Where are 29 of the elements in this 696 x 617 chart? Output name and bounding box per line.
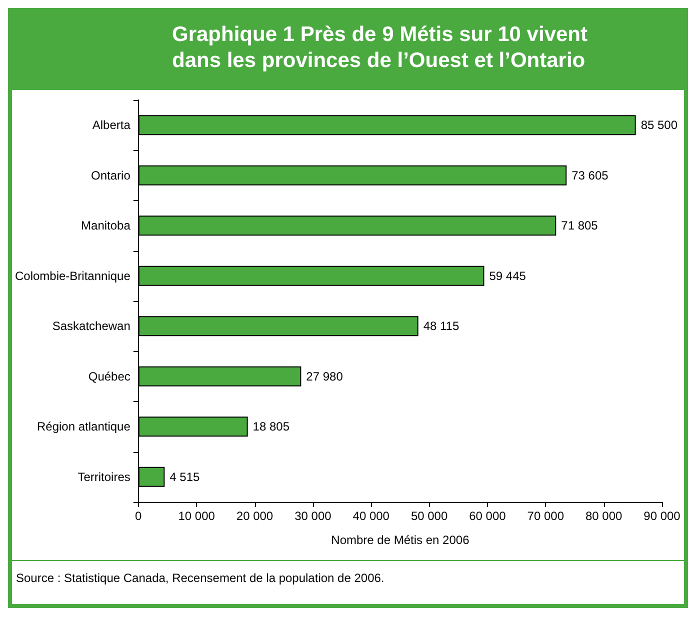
data-label: 85 500	[640, 118, 678, 132]
y-tick-label: Région atlantique	[36, 420, 131, 434]
y-tick-label: Territoires	[78, 470, 130, 484]
x-tick-label: 70 000	[527, 509, 564, 523]
x-tick-label: 0	[135, 509, 142, 523]
source-note: Source : Statistique Canada, Recensement de la population de 2006.	[16, 571, 386, 585]
data-label: 48 115	[423, 319, 460, 334]
data-label: 71 805	[561, 218, 598, 233]
x-tick-label: 10 000	[178, 509, 216, 523]
x-tick-label: 30 000	[294, 509, 332, 523]
y-tick-label: Québec	[88, 369, 130, 384]
data-label: 4 515	[170, 470, 200, 484]
x-tick-label: 60 000	[469, 509, 506, 523]
x-tick-label: 40 000	[352, 509, 390, 523]
data-label: 18 805	[252, 420, 290, 434]
x-tick-label: 50 000	[410, 509, 448, 523]
x-axis-title: Nombre de Métis en 2006	[331, 533, 470, 547]
y-tick-label: Alberta	[92, 118, 131, 132]
y-tick-label: Colombie-Britannique	[14, 268, 131, 283]
x-tick-label: 80 000	[585, 509, 622, 523]
chart-title: Graphique 1 Près de 9 Métis sur 10 vivent dans les provinces de l’Ouest et l’Ontario	[172, 22, 588, 74]
y-tick-label: Ontario	[91, 168, 131, 182]
x-tick-label: 90 000	[644, 509, 681, 523]
y-tick-label: Manitoba	[81, 218, 131, 233]
data-label: 27 980	[306, 369, 344, 384]
data-label: 59 445	[489, 268, 526, 283]
x-tick-label: 20 000	[236, 509, 274, 523]
y-tick-label: Saskatchewan	[52, 319, 130, 334]
data-label: 73 605	[572, 168, 609, 182]
